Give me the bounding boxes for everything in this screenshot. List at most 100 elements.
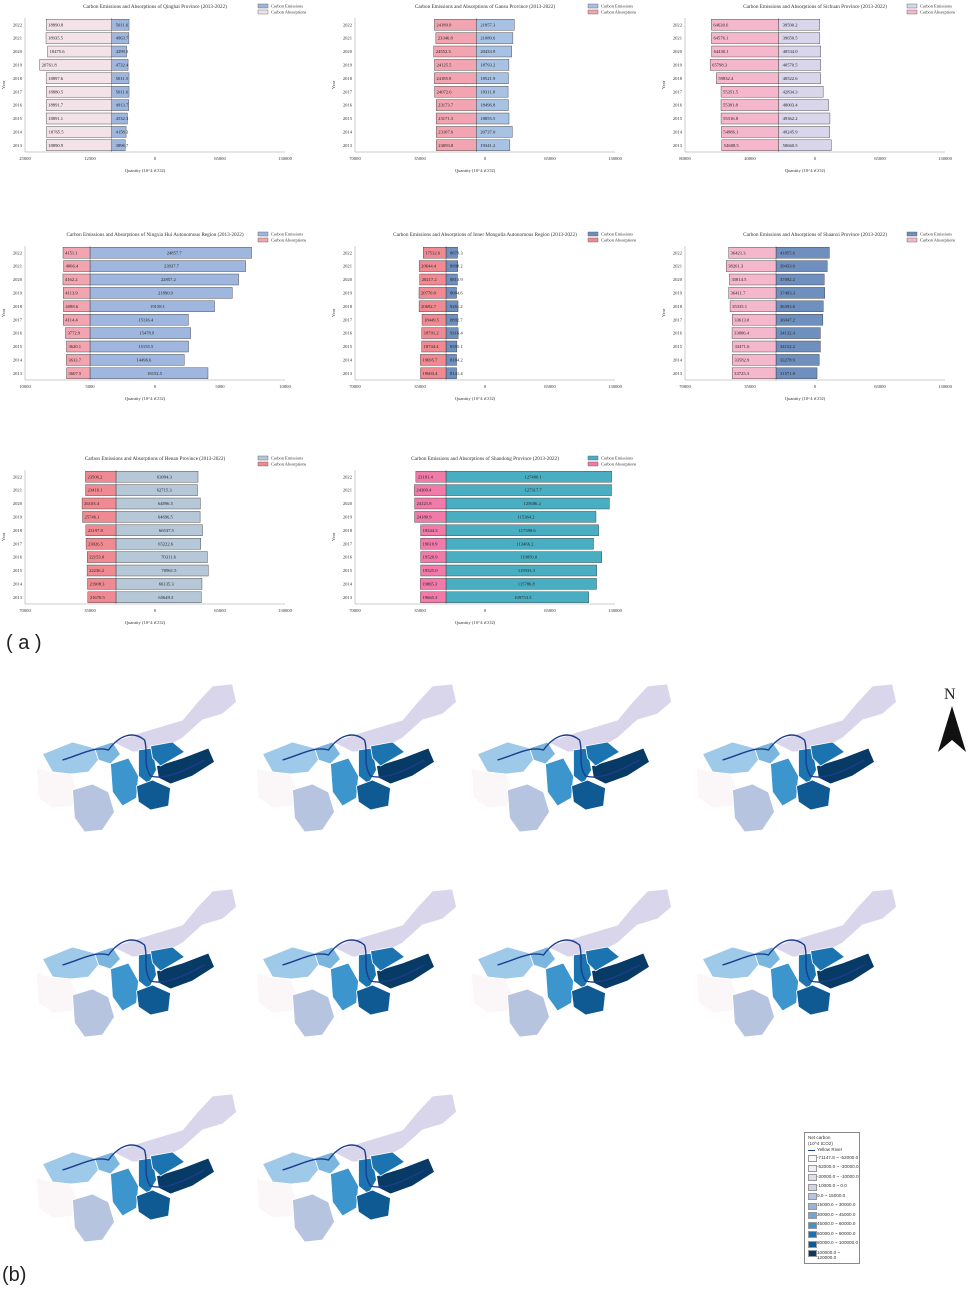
absorption-bar [709, 59, 779, 71]
y-tick-label: 2020 [13, 501, 23, 506]
legend-label: Carbon Absorptions [920, 10, 956, 15]
chart-svg: Carbon Emissions and Absorptions of Shaa… [661, 231, 956, 401]
yellow-river-line [722, 734, 865, 778]
legend-swatch [257, 231, 269, 237]
map-svg [36, 683, 237, 833]
absorption-value-label: 24125.5 [437, 63, 453, 68]
region-henan [136, 984, 171, 1016]
region-sichuan [732, 783, 775, 833]
legend-class-swatch [808, 1221, 817, 1229]
x-axis-label: Quantity (10^4 tCO2) [125, 396, 166, 401]
chart-title: Carbon Emissions and Absorptions of Hena… [85, 455, 226, 462]
emission-value-label: 8084.6 [450, 291, 463, 296]
x-tick-label: 130000 [608, 384, 622, 389]
x-tick-label: 70000 [349, 156, 361, 161]
absorption-value-label: 55316.8 [723, 116, 739, 121]
legend-swatch [587, 461, 599, 467]
map-2022 [250, 1090, 465, 1250]
legend-class-label: -10000.0 ~ 0.0 [817, 1183, 847, 1188]
y-tick-label: 2015 [13, 568, 23, 573]
region-north-basin [370, 1151, 406, 1177]
emission-value-label: 36393.6 [780, 304, 796, 309]
y-tick-label: 2016 [673, 103, 683, 108]
emission-value-label: 15136.4 [138, 317, 154, 322]
absorption-bar [85, 471, 117, 483]
x-tick-label: 65000 [214, 608, 226, 613]
chart-svg: Carbon Emissions and Absorptions of Gans… [331, 3, 637, 173]
y-tick-label: 2019 [343, 291, 353, 296]
absorption-value-label: 19525.0 [423, 568, 439, 573]
absorption-value-label: 54986.1 [723, 130, 739, 135]
absorption-value-label: 38261.3 [728, 264, 744, 269]
y-tick-label: 2019 [13, 63, 23, 68]
absorption-value-label: 65798.3 [712, 63, 728, 68]
x-axis-label: Quantity (10^4 tCO2) [125, 620, 166, 625]
absorption-bar [85, 484, 117, 496]
map-2017 [30, 885, 245, 1045]
y-tick-label: 2016 [13, 555, 23, 560]
emission-value-label: 42834.3 [783, 89, 799, 94]
legend-label: Carbon Emissions [271, 232, 303, 237]
map-2015 [465, 680, 680, 840]
y-tick-label: 2022 [343, 22, 353, 27]
emission-value-label: 24857.7 [167, 250, 183, 255]
x-tick-label: 5000 [215, 384, 225, 389]
legend-swatch [257, 3, 269, 9]
emission-value-label: 41055.6 [780, 250, 796, 255]
absorption-value-label: 4162.2 [65, 277, 78, 282]
map-legend: Net carbon (10^4 tCO2) Yellow River -711… [804, 1132, 860, 1264]
y-tick-label: 2021 [13, 488, 23, 493]
map-svg [36, 1093, 237, 1243]
x-tick-label: 10000 [19, 384, 31, 389]
legend-class-swatch [808, 1231, 817, 1238]
x-tick-label: 65000 [544, 156, 556, 161]
emission-value-label: 21080.6 [480, 36, 496, 41]
y-tick-label: 2016 [673, 331, 683, 336]
region-sichuan [507, 783, 550, 833]
legend-class-swatch [808, 1250, 817, 1257]
x-tick-label: 65000 [544, 384, 556, 389]
absorption-bar [420, 538, 447, 550]
absorption-bar [711, 32, 779, 44]
absorption-bar [433, 45, 477, 58]
emission-value-label: 63094.3 [157, 474, 173, 479]
y-tick-label: 2014 [673, 358, 683, 363]
absorption-bar [731, 327, 777, 339]
chart-svg: Carbon Emissions and Absorptions of Hena… [1, 455, 307, 625]
emission-value-label: 20737.0 [480, 130, 496, 135]
absorption-bar [85, 538, 117, 550]
region-north-basin [150, 741, 186, 767]
legend-class-label: 30000.0 ~ 45000.0 [817, 1211, 856, 1217]
absorption-value-label: 23026.5 [88, 541, 104, 546]
emission-value-label: 21857.3 [480, 22, 496, 27]
region-henan [571, 779, 606, 811]
absorption-value-label: 33582.9 [734, 358, 750, 363]
legend-class-label: -30000.0 ~ -10000.0 [817, 1173, 859, 1179]
x-tick-label: 40000 [744, 156, 756, 161]
emission-value-label: 36047.2 [780, 317, 796, 322]
absorption-value-label: 35814.5 [731, 277, 747, 282]
emission-value-label: 22857.2 [161, 277, 177, 282]
region-north-basin [150, 1151, 186, 1177]
absorption-value-label: 18744.4 [424, 344, 440, 349]
x-tick-label: 130000 [938, 384, 952, 389]
y-tick-label: 2021 [343, 264, 353, 269]
absorption-value-label: 18475.6 [50, 49, 66, 54]
absorption-value-label: 20217.2 [422, 277, 438, 282]
region-inner-mongolia [331, 888, 457, 958]
absorption-value-label: 55351.5 [723, 89, 739, 94]
region-qinghai [256, 1177, 297, 1219]
region-inner-mongolia [111, 1093, 237, 1163]
map-2020 [690, 885, 905, 1045]
y-tick-label: 2020 [343, 277, 353, 282]
y-tick-label: 2016 [343, 331, 353, 336]
chart-svg: Carbon Emissions and Absorptions of Ning… [1, 231, 307, 401]
emission-value-label: 4963.7 [116, 36, 129, 41]
absorption-bar [45, 19, 112, 31]
absorption-bar [423, 247, 447, 259]
emission-value-label: 4732.4 [116, 63, 129, 68]
absorption-bar [732, 314, 777, 326]
absorption-value-label: 19520.9 [423, 555, 439, 560]
region-qinghai [36, 767, 77, 809]
legend-class-swatch [808, 1193, 817, 1200]
